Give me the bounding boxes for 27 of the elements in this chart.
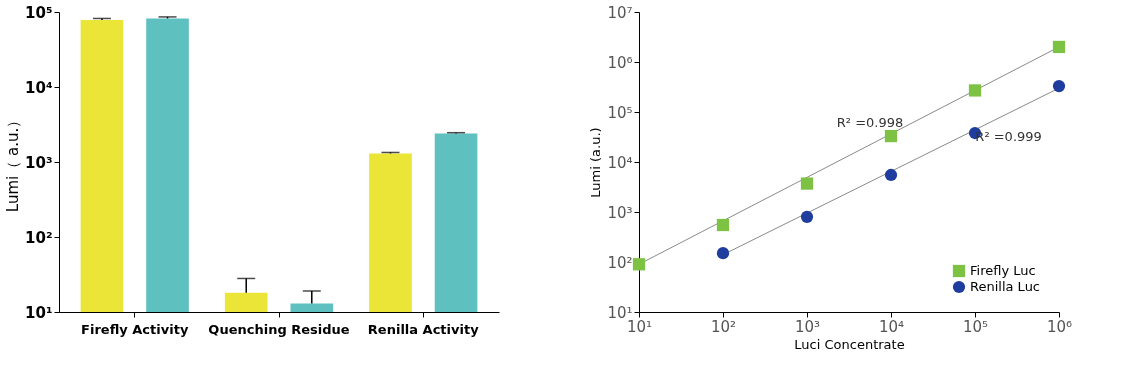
y-axis-title: Lumi（ a.u.） xyxy=(4,112,23,213)
x-tick-label: 10³ xyxy=(794,317,821,336)
x-tick-label: 10² xyxy=(710,317,737,336)
y-tick-label: 10⁴ xyxy=(25,78,53,97)
annotation: R² =0.999 xyxy=(975,129,1042,145)
y-tick-label: 10⁷ xyxy=(607,3,633,22)
y-tick-label: 10⁵ xyxy=(25,3,53,22)
x-axis-title: Luci Concentrate xyxy=(794,336,905,352)
y-tick-label: 10⁶ xyxy=(607,53,633,72)
y-tick-label: 10³ xyxy=(607,203,633,222)
y-tick-label: 10³ xyxy=(25,153,53,172)
x-tick-label: 10⁴ xyxy=(878,317,905,336)
legend-label: Firefly Luc xyxy=(970,263,1036,278)
y-axis-title: Lumi (a.u.) xyxy=(588,127,604,198)
y-tick-label: 10² xyxy=(607,253,633,272)
x-tick-label: 10⁵ xyxy=(962,317,989,336)
x-tick-label: Renilla Activity xyxy=(367,321,480,337)
y-tick-label: 10² xyxy=(25,228,53,247)
x-tick-label: Firefly Activity xyxy=(81,321,189,337)
y-tick-label: 10⁵ xyxy=(607,103,633,122)
x-tick-label: Quenching Residue xyxy=(208,321,350,337)
x-tick-label: 10⁶ xyxy=(1046,317,1073,336)
x-tick-label: 10¹ xyxy=(626,317,653,336)
y-tick-label: 10¹ xyxy=(25,303,53,322)
annotation: R² =0.998 xyxy=(836,114,904,130)
y-tick-label: 10⁴ xyxy=(607,153,633,172)
legend-label: Renilla Luc xyxy=(970,279,1041,294)
